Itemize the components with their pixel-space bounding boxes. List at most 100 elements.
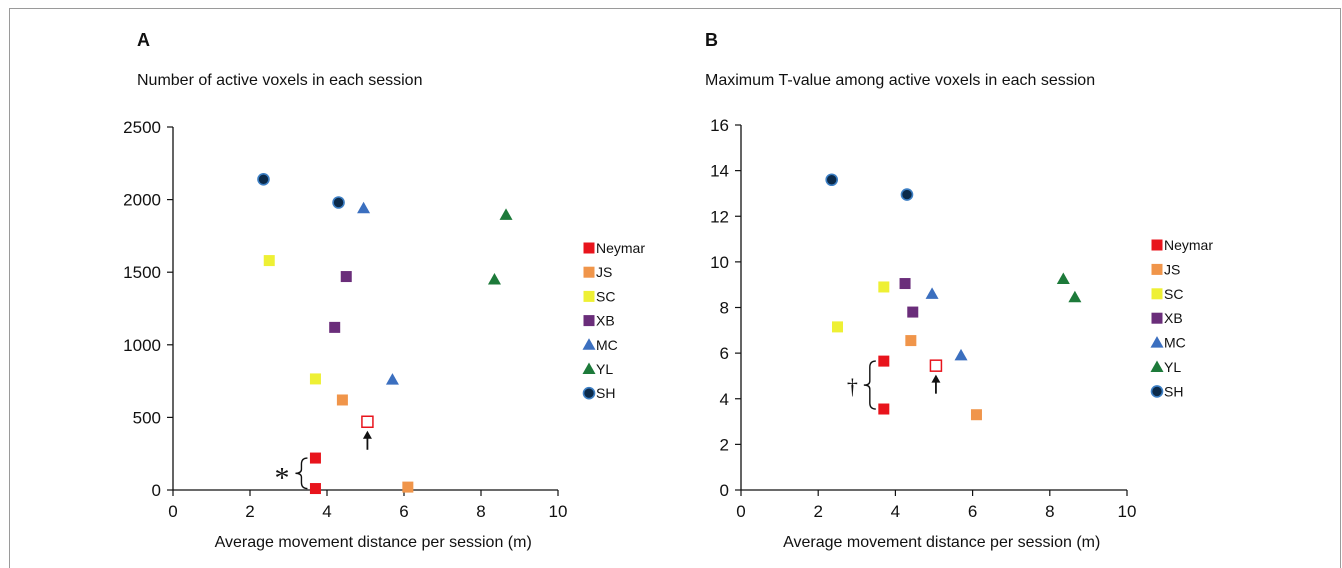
point-sh — [900, 188, 914, 201]
x-tick-label: 6 — [399, 502, 408, 521]
legend-label-sh: SH — [596, 385, 615, 401]
legend-marker-xb — [1151, 312, 1163, 324]
x-tick-label: 0 — [736, 502, 745, 521]
legend-label-js: JS — [596, 264, 612, 280]
legend-marker-mc — [582, 338, 596, 350]
point-sc — [263, 255, 275, 267]
x-tick-label: 4 — [322, 502, 331, 521]
legend-label-xb: XB — [1164, 310, 1183, 326]
point-xb — [340, 271, 352, 283]
point-yl — [499, 208, 513, 220]
point-mc — [357, 201, 371, 214]
legend-marker-sh — [1150, 385, 1164, 398]
significance-bracket — [295, 457, 308, 490]
legend-marker-xb — [583, 315, 595, 327]
legend-marker-sc — [1151, 288, 1163, 300]
legend-label-mc: MC — [1164, 335, 1186, 351]
y-tick-label: 16 — [710, 116, 729, 135]
x-tick-label: 6 — [968, 502, 977, 521]
legend-marker-sh — [582, 386, 596, 400]
point-yl — [1056, 272, 1070, 284]
legend-marker-mc — [1150, 336, 1164, 348]
legend-marker-js — [1151, 263, 1163, 275]
y-tick-label: 1500 — [123, 263, 161, 282]
open-marker — [929, 359, 943, 372]
point-xb — [907, 306, 919, 318]
x-tick-label: 2 — [245, 502, 254, 521]
point-neymar — [878, 355, 890, 367]
figure-frame — [9, 8, 1341, 568]
x-tick-label: 4 — [891, 502, 900, 521]
point-sc — [832, 321, 843, 333]
legend-label-neymar: Neymar — [1164, 237, 1213, 253]
y-tick-label: 4 — [720, 390, 729, 409]
panel-b-title: Maximum T-value among active voxels in e… — [705, 72, 1096, 89]
point-js — [336, 394, 348, 406]
x-axis-label: Average movement distance per session (m… — [783, 534, 1100, 551]
point-neymar — [878, 403, 890, 415]
point-sh — [257, 172, 270, 186]
y-tick-label: 0 — [152, 481, 161, 500]
legend-label-mc: MC — [596, 337, 618, 353]
legend-label-sh: SH — [1164, 383, 1183, 399]
legend-marker-yl — [582, 362, 596, 374]
y-tick-label: 2000 — [123, 191, 161, 210]
legend-marker-neymar — [583, 242, 595, 254]
point-yl — [1068, 290, 1082, 303]
panel-a-letter: A — [137, 30, 150, 50]
legend-label-yl: YL — [1164, 359, 1181, 375]
y-tick-label: 500 — [133, 408, 161, 427]
point-mc — [925, 287, 939, 299]
y-tick-label: 2 — [720, 435, 729, 454]
x-tick-label: 10 — [1118, 502, 1137, 521]
point-neymar — [309, 483, 321, 495]
x-tick-label: 2 — [813, 502, 822, 521]
x-tick-label: 8 — [1045, 502, 1054, 521]
significance-bracket — [863, 360, 876, 410]
legend-label-xb: XB — [596, 313, 615, 329]
point-neymar — [309, 452, 321, 464]
x-axis-label: Average movement distance per session (m… — [215, 534, 532, 551]
y-tick-label: 8 — [720, 299, 729, 318]
point-mc — [385, 373, 399, 385]
arrow-head — [931, 374, 941, 383]
x-tick-label: 0 — [168, 502, 177, 521]
y-tick-label: 12 — [710, 207, 729, 226]
point-js — [905, 335, 917, 347]
point-js — [402, 481, 414, 493]
point-yl — [487, 272, 501, 285]
panel-b-letter: B — [705, 30, 718, 50]
legend-label-yl: YL — [596, 361, 613, 377]
legend-label-js: JS — [1164, 261, 1180, 277]
chart-a: 0 500 1000 1500 2000 2500 0 2 4 6 8 10 Average movem… — [123, 118, 645, 551]
point-sh — [825, 173, 839, 187]
legend-label-sc: SC — [596, 288, 615, 304]
y-tick-label: 6 — [720, 344, 729, 363]
y-tick-label: 0 — [720, 481, 729, 500]
legend-marker-js — [583, 266, 595, 278]
open-marker — [361, 415, 374, 429]
x-tick-label: 10 — [549, 502, 568, 521]
y-tick-label: 1000 — [123, 336, 161, 355]
point-xb — [329, 321, 341, 333]
x-tick-label: 8 — [476, 502, 485, 521]
point-mc — [954, 348, 968, 361]
legend-label-neymar: Neymar — [596, 240, 645, 256]
legend-label-sc: SC — [1164, 286, 1183, 302]
point-sc — [878, 281, 890, 293]
y-tick-label: 10 — [710, 253, 729, 272]
arrow-head — [362, 430, 372, 439]
legend-marker-yl — [1150, 360, 1164, 372]
panel-a-title: Number of active voxels in each session — [137, 72, 423, 89]
point-js — [970, 409, 982, 421]
y-tick-label: 14 — [710, 162, 729, 181]
chart-b: 0 2 4 6 8 10 12 14 16 0 2 4 6 8 10 Average movement dis… — [710, 116, 1213, 551]
significance-symbol: † — [847, 374, 858, 399]
point-sc — [309, 373, 321, 385]
legend-marker-sc — [583, 290, 595, 302]
y-tick-label: 2500 — [123, 118, 161, 137]
legend-marker-neymar — [1151, 239, 1163, 251]
point-xb — [899, 278, 911, 290]
point-sh — [332, 196, 345, 209]
